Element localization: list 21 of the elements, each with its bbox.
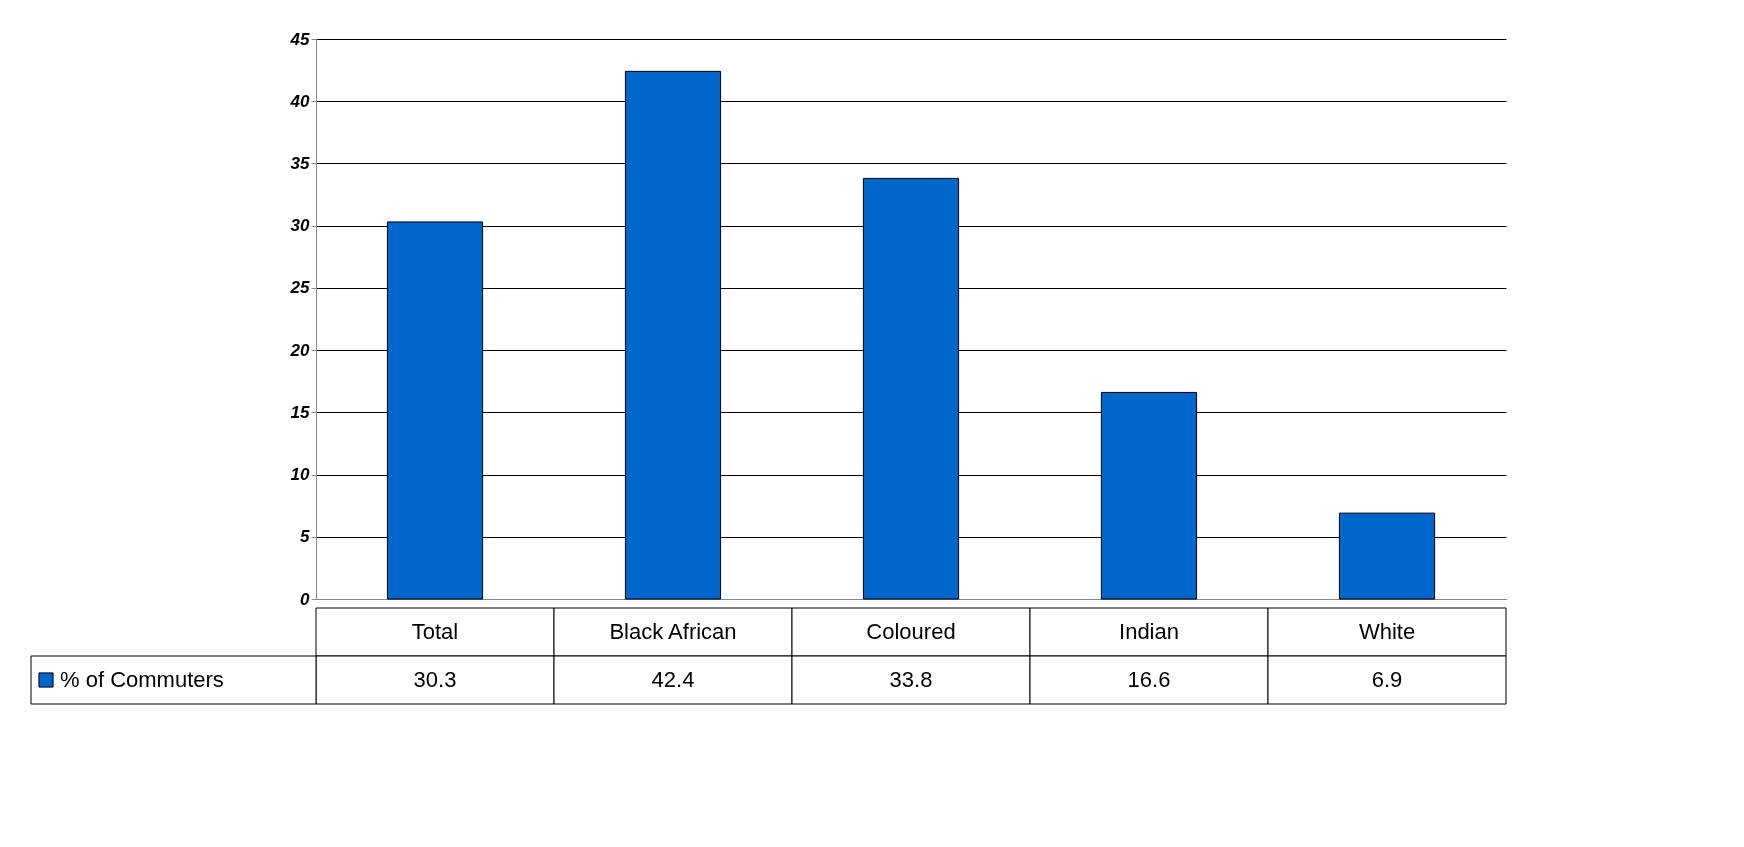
- y-tick-label: 10: [290, 465, 311, 485]
- y-tick-label: 25: [289, 278, 311, 298]
- y-tick-label: 5: [300, 527, 311, 547]
- y-tick-label: 35: [290, 153, 311, 173]
- y-tick-label: 40: [289, 91, 311, 111]
- y-tick-label: 30: [290, 216, 311, 236]
- y-tick-label: 20: [289, 340, 311, 360]
- data-label: 42.4: [651, 667, 695, 692]
- x-tick-label: Indian: [1119, 619, 1179, 644]
- y-tick-label: 0: [300, 589, 311, 609]
- data-label: 33.8: [889, 667, 933, 692]
- x-tick-label: Black African: [609, 619, 737, 644]
- y-tick-label: 45: [289, 29, 311, 49]
- data-label: 30.3: [413, 667, 457, 692]
- x-tick-label: Total: [411, 619, 459, 644]
- x-tick-label: Coloured: [866, 619, 956, 644]
- legend-label: % of Commuters: [60, 667, 224, 692]
- x-tick-label: White: [1358, 619, 1416, 644]
- data-label: 6.9: [1371, 667, 1403, 692]
- data-label: 16.6: [1127, 667, 1171, 692]
- y-tick-label: 15: [290, 402, 311, 422]
